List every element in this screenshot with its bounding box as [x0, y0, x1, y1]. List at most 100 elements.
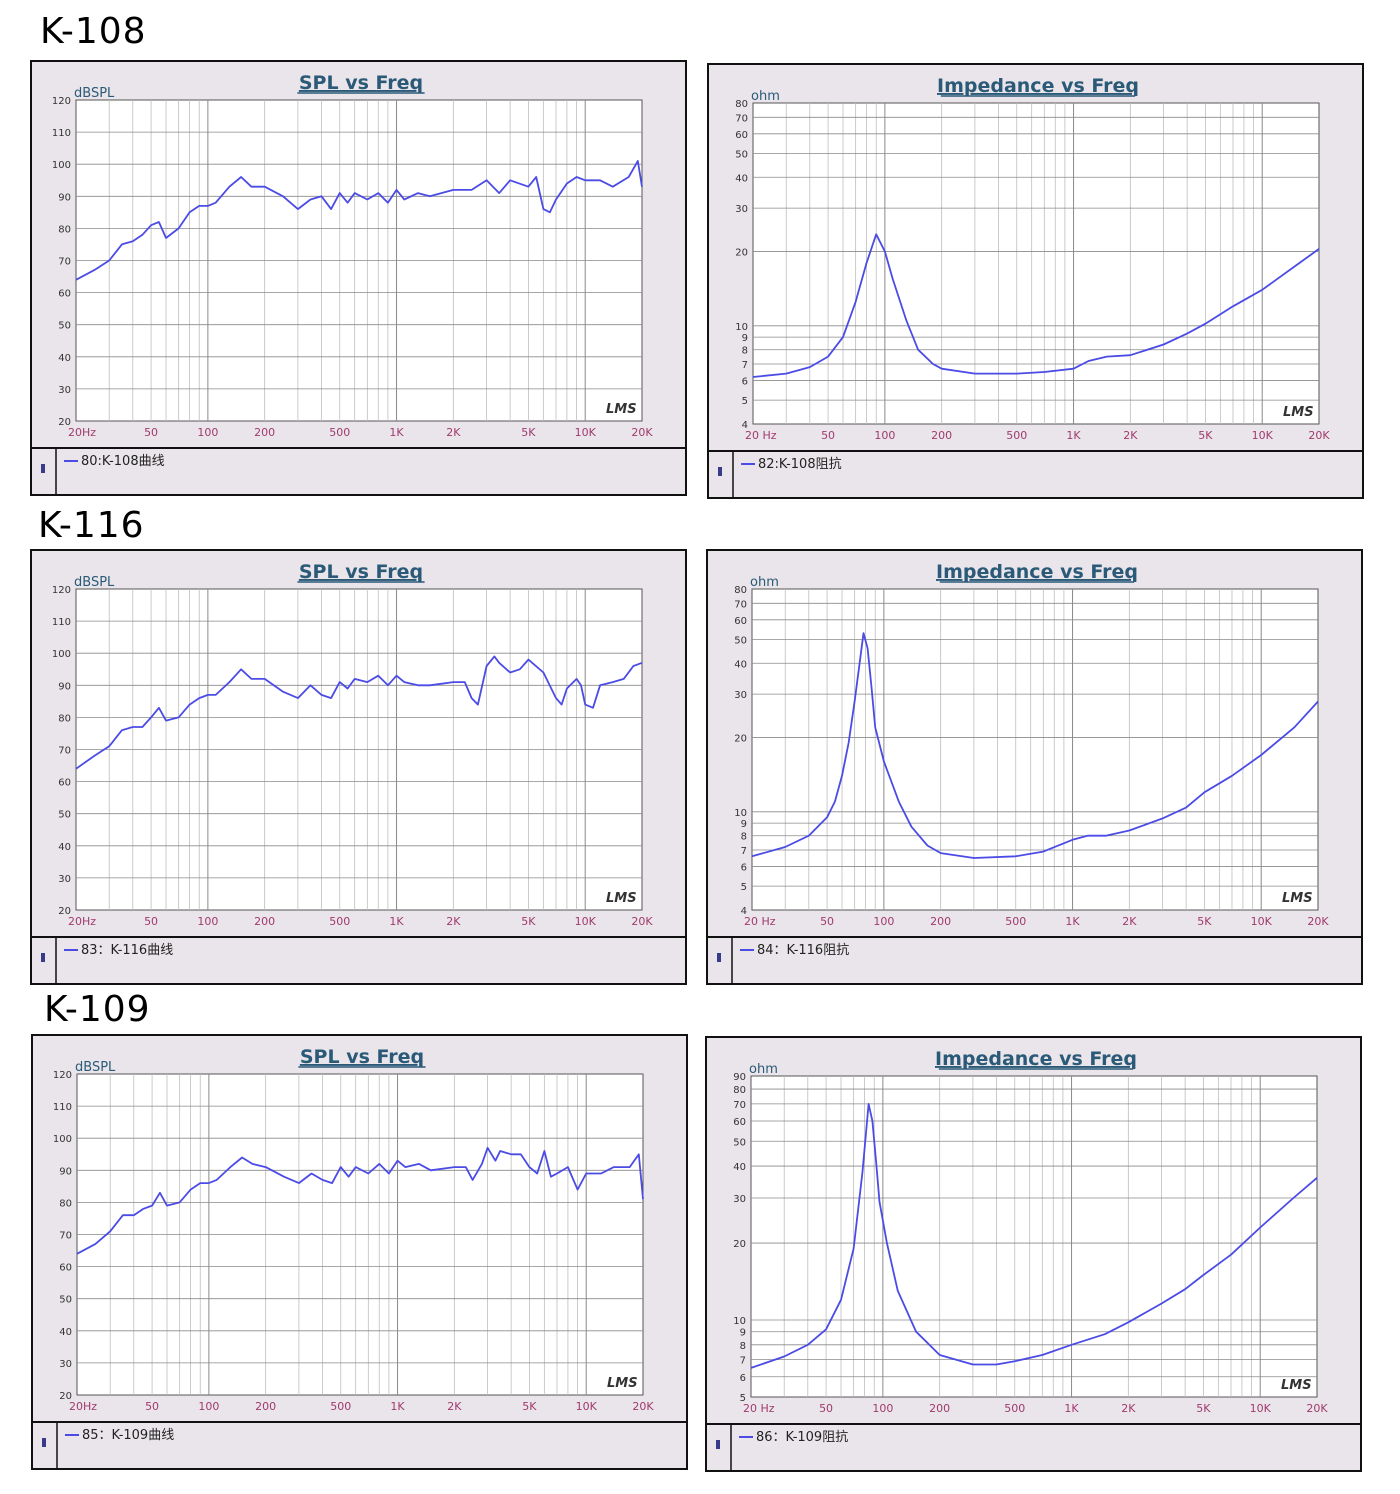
y-tick-label: 50 [734, 635, 747, 646]
lms-logo: LMS [606, 402, 637, 417]
x-tick-label: 10K [576, 1400, 598, 1413]
legend-panel [707, 450, 1364, 499]
y-tick-label: 60 [733, 1117, 746, 1128]
model-title-1: K-108 [40, 11, 147, 52]
chart-title: Impedance vs Freq [936, 561, 1138, 583]
y-tick-label: 20 [58, 417, 71, 428]
y-tick-label: 100 [52, 649, 71, 660]
legend-label: 82:K-108阻抗 [758, 457, 842, 472]
chart-title: SPL vs Freq [300, 1046, 424, 1068]
x-tick-label: 20K [631, 915, 653, 928]
y-tick-label: 7 [740, 1356, 746, 1367]
data-curve [75, 655, 643, 770]
x-tick-label: 100 [872, 1402, 893, 1415]
y-tick-label: 70 [58, 746, 71, 757]
x-tick-label: 5K [1197, 915, 1212, 928]
x-tick-label: 200 [930, 915, 951, 928]
legend-panel [31, 1421, 688, 1470]
y-tick-label: 5 [742, 396, 748, 407]
legend-panel [30, 936, 687, 985]
chart-title: Impedance vs Freq [935, 1048, 1137, 1070]
y-axis-label: dBSPL [75, 1060, 116, 1075]
impedance-chart-k109: 5 6 7 8 9 10 20 30 40 50 60 70 80 90 20 Hz 50 100 200 500 1… [705, 1036, 1362, 1472]
y-tick-label: 70 [735, 113, 748, 124]
y-tick-label: 120 [53, 1070, 72, 1081]
y-tick-label: 40 [734, 659, 747, 670]
chart-svg: 20 30 40 50 60 70 80 90 100 110 120 20Hz 50 100 200 500… [30, 549, 687, 985]
x-tick-label: 10K [1250, 1402, 1272, 1415]
y-tick-label: 90 [58, 192, 71, 203]
x-tick-label: 200 [254, 426, 275, 439]
y-tick-label: 120 [52, 585, 71, 596]
y-tick-label: 30 [733, 1194, 746, 1205]
legend-key-icon [41, 464, 45, 473]
y-tick-label: 20 [59, 1391, 72, 1402]
y-tick-label: 100 [52, 160, 71, 171]
y-tick-label: 30 [59, 1359, 72, 1370]
y-tick-label: 6 [740, 1373, 746, 1384]
y-tick-label: 5 [740, 1393, 746, 1404]
legend-label: 84：K-116阻抗 [757, 943, 849, 958]
plot-area [750, 1075, 1318, 1398]
y-tick-label: 40 [59, 1327, 72, 1338]
plot-area [752, 102, 1320, 425]
y-tick-label: 50 [58, 321, 71, 332]
x-tick-label: 1K [1064, 1402, 1079, 1415]
y-tick-label: 40 [58, 842, 71, 853]
x-tick-label: 200 [255, 1400, 276, 1413]
data-curve [75, 160, 643, 281]
y-gridlines [77, 1105, 643, 1364]
y-tick-label: 9 [742, 333, 748, 344]
x-tick-label: 20Hz [69, 1400, 97, 1413]
x-tick-label: 200 [929, 1402, 950, 1415]
x-tick-label: 100 [874, 429, 895, 442]
x-tick-label: 10K [575, 426, 597, 439]
legend-key-icon [718, 467, 722, 476]
x-tick-label: 5K [521, 426, 536, 439]
x-tick-label: 1K [1065, 915, 1080, 928]
x-tick-label: 100 [197, 915, 218, 928]
x-tick-label: 200 [931, 429, 952, 442]
lms-logo: LMS [606, 891, 637, 906]
y-tick-label: 110 [53, 1102, 72, 1113]
y-tick-label: 120 [52, 96, 71, 107]
x-tick-label: 100 [873, 915, 894, 928]
y-tick-label: 10 [735, 322, 748, 333]
y-gridlines [753, 116, 1319, 401]
x-tick-label: 10K [1251, 915, 1273, 928]
x-gridlines [783, 1076, 1261, 1397]
y-tick-label: 80 [733, 1085, 746, 1096]
chart-title: SPL vs Freq [299, 561, 423, 583]
x-tick-label: 2K [1121, 1402, 1136, 1415]
y-axis-label: ohm [751, 89, 780, 104]
data-curve [752, 233, 1320, 378]
y-tick-label: 60 [59, 1263, 72, 1274]
legend-key-icon [42, 1438, 46, 1447]
y-tick-label: 6 [741, 863, 747, 874]
x-tick-label: 500 [1006, 429, 1027, 442]
data-curve [76, 1146, 644, 1255]
spl-chart-k109: 20 30 40 50 60 70 80 90 100 110 120 20Hz 50 100 200 500… [31, 1034, 688, 1470]
y-axis-label: ohm [750, 575, 779, 590]
y-tick-label: 7 [742, 360, 748, 371]
chart-svg: 4 5 6 7 8 910 20 30 40 50 60 70 80 20 Hz 50 100 200 500 1K… [706, 549, 1363, 985]
chart-svg: 4 5 6 7 8 910 20 30 40 50 60 70 80 20 Hz 50 100 200 500 1K… [707, 63, 1364, 499]
y-tick-label: 4 [742, 420, 748, 431]
y-tick-label: 80 [735, 99, 748, 110]
y-tick-label: 20 [734, 734, 747, 745]
y-tick-label: 4 [741, 906, 747, 917]
x-tick-label: 2K [446, 915, 461, 928]
y-tick-label: 10 [734, 808, 747, 819]
y-tick-label: 10 [733, 1316, 746, 1327]
y-tick-label: 20 [58, 906, 71, 917]
x-tick-label: 2K [447, 1400, 462, 1413]
x-tick-label: 50 [144, 426, 158, 439]
x-tick-label: 50 [145, 1400, 159, 1413]
x-tick-label: 1K [389, 915, 404, 928]
x-tick-label: 10K [575, 915, 597, 928]
y-tick-label: 70 [733, 1100, 746, 1111]
y-tick-label: 40 [735, 173, 748, 184]
x-tick-label: 500 [1005, 915, 1026, 928]
x-tick-label: 500 [1004, 1402, 1025, 1415]
y-tick-label: 40 [733, 1162, 746, 1173]
